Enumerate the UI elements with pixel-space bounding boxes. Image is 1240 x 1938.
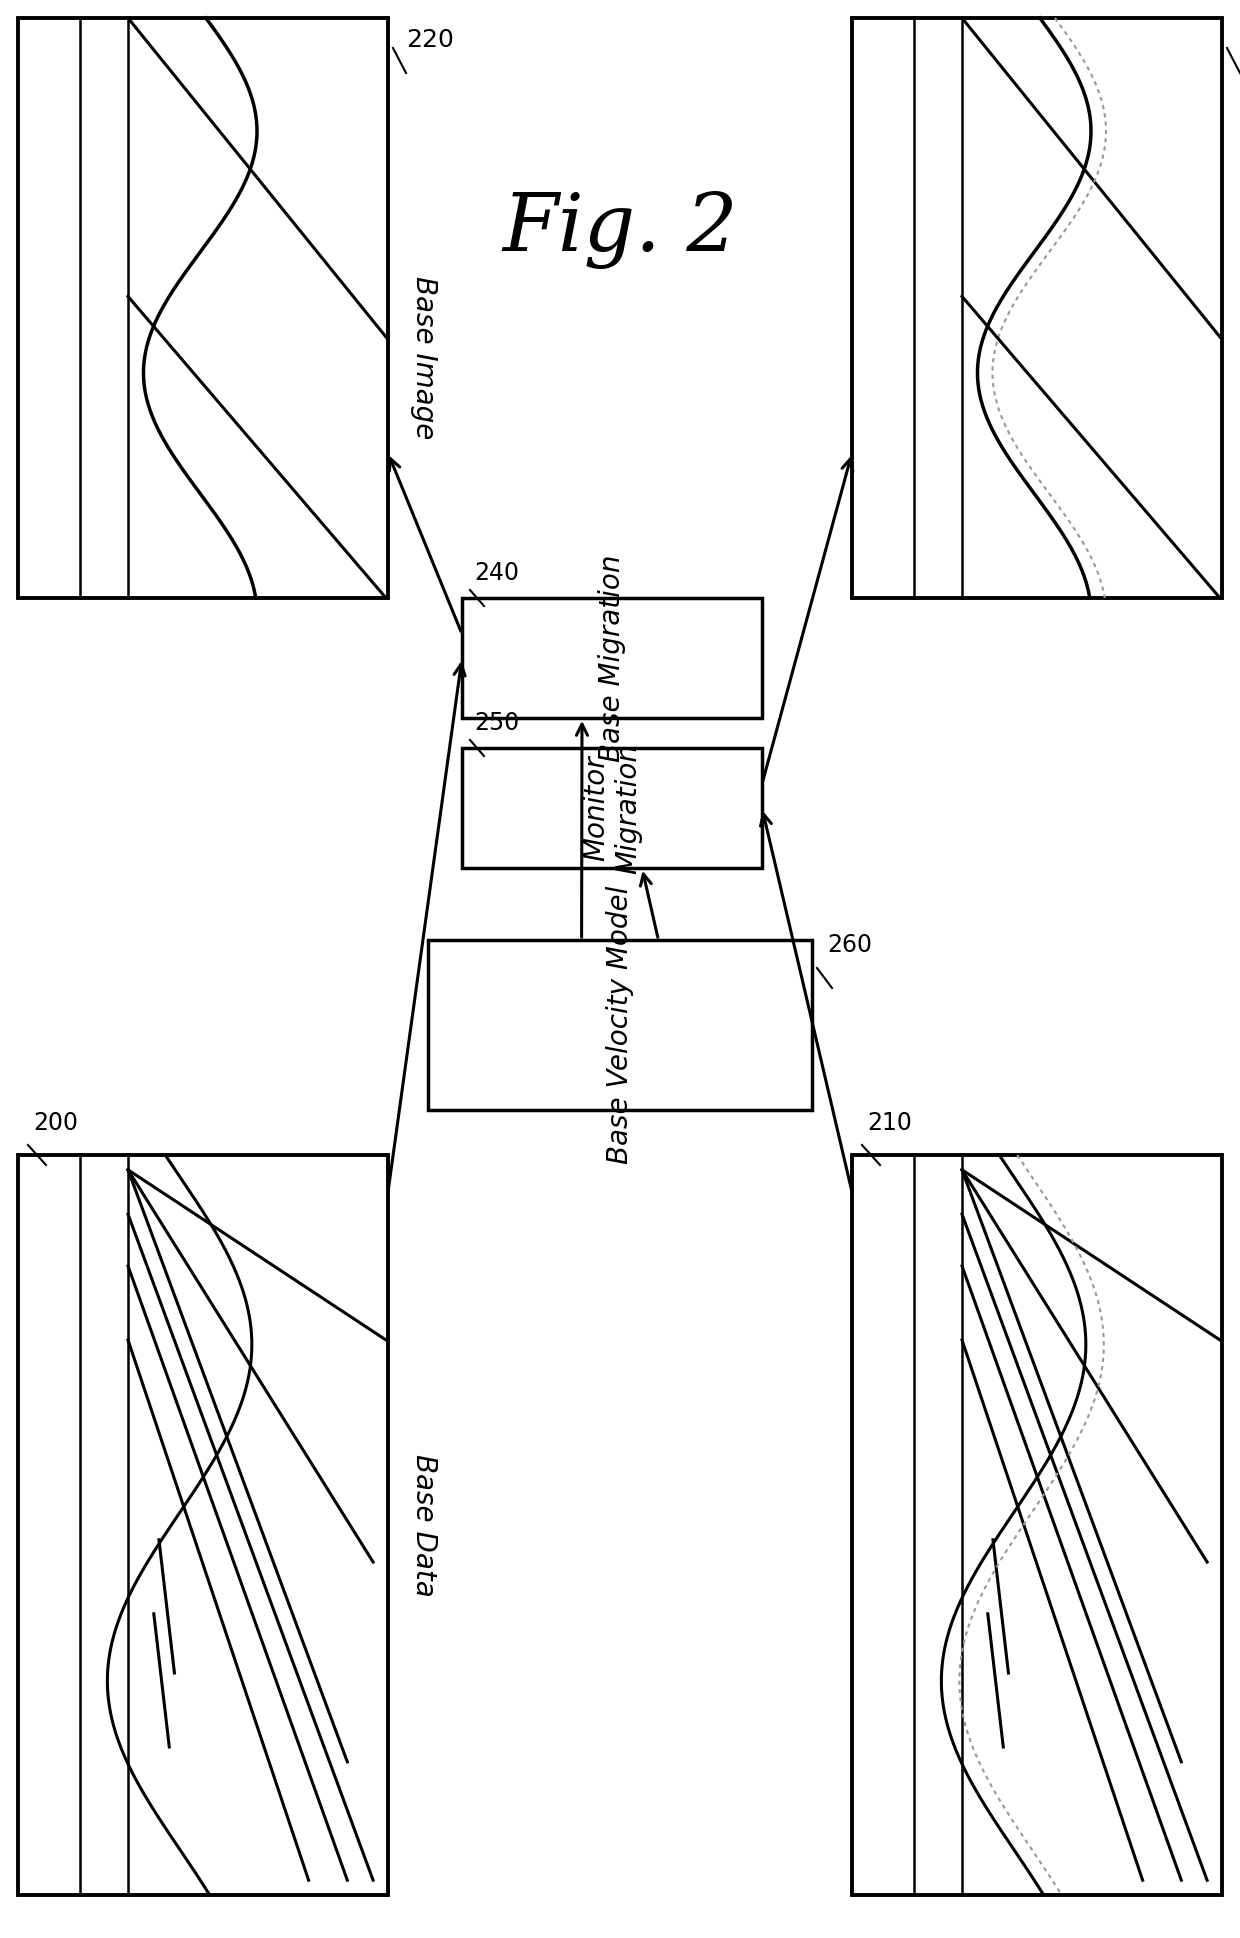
Text: Base Migration: Base Migration (598, 554, 626, 762)
Bar (852, 1155, 1221, 1895)
Bar (19, 1155, 388, 1895)
Text: 260: 260 (827, 932, 872, 957)
Text: 200: 200 (33, 1110, 78, 1136)
Text: 240: 240 (474, 560, 520, 585)
Text: Base Data: Base Data (410, 1454, 438, 1597)
Bar (428, 940, 812, 1110)
Text: Base Velocity Model: Base Velocity Model (606, 886, 634, 1165)
Text: 220: 220 (405, 27, 454, 52)
Bar (463, 748, 763, 868)
Bar (463, 599, 763, 717)
Text: Base Image: Base Image (410, 277, 438, 440)
Text: Monitor
Migration: Monitor Migration (582, 742, 642, 874)
Bar (19, 17, 388, 599)
Text: Fig. 2: Fig. 2 (502, 192, 738, 269)
Bar (852, 17, 1221, 599)
Text: 210: 210 (867, 1110, 911, 1136)
Text: 250: 250 (474, 711, 520, 735)
